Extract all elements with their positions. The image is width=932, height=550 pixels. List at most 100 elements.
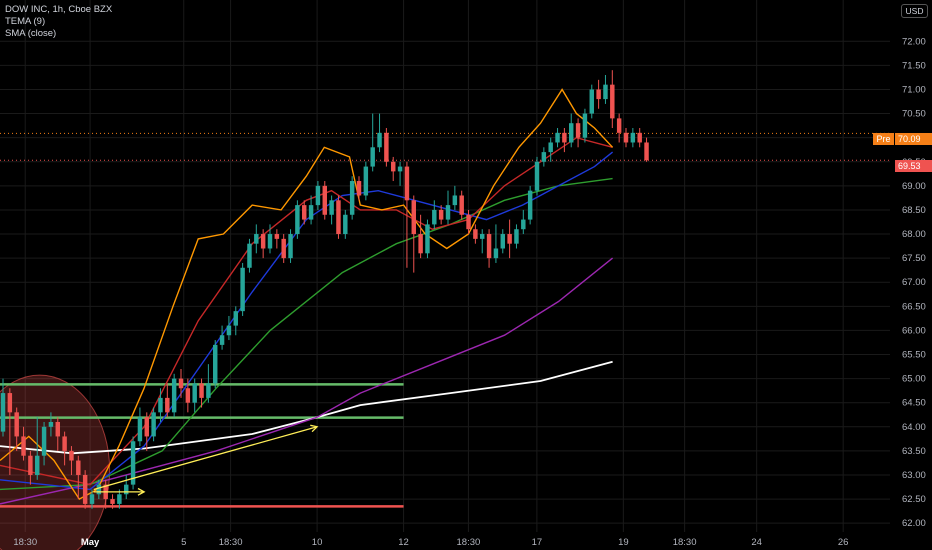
time-axis[interactable]: 18:30 May 5 18:30 10 12 18:30 17 19 18:30 24 26 bbox=[13, 537, 848, 548]
candle-body bbox=[336, 200, 341, 235]
candle bbox=[274, 229, 280, 249]
candle bbox=[363, 161, 369, 201]
candle bbox=[610, 70, 615, 129]
candle bbox=[96, 479, 102, 500]
x-tick-label: 17 bbox=[532, 537, 543, 548]
candle-body bbox=[329, 200, 334, 215]
currency-badge[interactable]: USD bbox=[901, 4, 928, 18]
candle bbox=[260, 229, 266, 259]
candle-body bbox=[541, 152, 547, 162]
candle-body bbox=[391, 161, 396, 172]
price-axis[interactable]: 62.00 62.50 63.00 63.50 64.00 64.50 65.00 65.50… bbox=[902, 36, 926, 529]
candle bbox=[582, 108, 588, 143]
candle-body bbox=[7, 393, 13, 413]
candle bbox=[356, 176, 362, 201]
trend-arrow bbox=[93, 424, 319, 491]
candle-body bbox=[370, 147, 375, 167]
candle bbox=[644, 137, 649, 162]
candle bbox=[452, 185, 458, 210]
candle bbox=[377, 113, 382, 153]
candle bbox=[575, 118, 581, 148]
candle bbox=[562, 128, 567, 153]
chart-legend: DOW INC, 1h, Cboe BZX TEMA (9) SMA (clos… bbox=[5, 4, 112, 40]
x-tick-label: 18:30 bbox=[673, 537, 697, 548]
x-tick-label: 12 bbox=[398, 537, 409, 548]
candle bbox=[55, 417, 60, 451]
candle bbox=[486, 229, 492, 268]
candle-body bbox=[521, 219, 526, 230]
candle bbox=[425, 219, 430, 259]
candle bbox=[0, 378, 6, 437]
candle-body bbox=[363, 166, 369, 196]
candle-body bbox=[397, 166, 403, 172]
candle bbox=[41, 421, 47, 466]
candle-body bbox=[404, 166, 410, 201]
symbol-title[interactable]: DOW INC, 1h, Cboe BZX bbox=[5, 4, 113, 15]
candle-body bbox=[69, 450, 74, 461]
indicator-sma-label[interactable]: SMA (close) bbox=[5, 28, 57, 39]
arrow-head bbox=[310, 424, 319, 433]
moving-averages bbox=[0, 88, 614, 505]
candle bbox=[165, 383, 170, 418]
candle bbox=[48, 412, 54, 437]
candle bbox=[370, 113, 375, 172]
candle-body bbox=[514, 229, 519, 244]
candle bbox=[555, 128, 560, 148]
candle-body bbox=[124, 484, 129, 495]
y-tick-label: 65.50 bbox=[902, 350, 926, 361]
x-tick-label: 5 bbox=[181, 537, 186, 548]
candle-body bbox=[438, 209, 444, 220]
candle-body bbox=[82, 474, 88, 504]
candle-body bbox=[96, 484, 102, 495]
candle bbox=[343, 209, 348, 239]
candle-body bbox=[267, 234, 273, 249]
x-tick-label: 19 bbox=[618, 537, 629, 548]
candle bbox=[240, 262, 245, 316]
candle bbox=[596, 79, 601, 109]
candle bbox=[630, 128, 636, 148]
candle bbox=[144, 412, 149, 451]
candle-body bbox=[21, 436, 26, 456]
candle-body bbox=[432, 209, 437, 225]
y-tick-label: 71.00 bbox=[902, 84, 926, 95]
candle bbox=[637, 128, 642, 148]
y-tick-label: 71.50 bbox=[902, 60, 926, 71]
candle-body bbox=[213, 344, 218, 384]
candle bbox=[178, 368, 184, 398]
candle bbox=[507, 219, 512, 259]
candle bbox=[185, 378, 191, 413]
y-tick-label: 69.00 bbox=[902, 181, 926, 192]
candle-body bbox=[281, 238, 286, 259]
candle-body bbox=[480, 234, 485, 239]
candle bbox=[117, 489, 122, 509]
ma-line-sma_red bbox=[0, 136, 613, 486]
indicator-tema-label[interactable]: TEMA (9) bbox=[5, 16, 46, 27]
candle bbox=[76, 455, 81, 500]
arrow-head bbox=[137, 487, 146, 496]
candle bbox=[219, 325, 225, 350]
candle-body bbox=[117, 494, 122, 504]
candle bbox=[438, 205, 444, 225]
ma-line-sma_blue bbox=[0, 151, 614, 491]
candle bbox=[62, 431, 67, 466]
candle-body bbox=[384, 132, 389, 162]
candle bbox=[192, 378, 197, 413]
candle bbox=[302, 200, 307, 225]
candle-body bbox=[623, 132, 629, 143]
candle bbox=[199, 378, 204, 408]
candle-body bbox=[534, 161, 540, 191]
candle bbox=[397, 161, 403, 186]
candle bbox=[288, 229, 293, 263]
x-tick-label: 18:30 bbox=[219, 537, 243, 548]
candle-body bbox=[459, 195, 464, 215]
candle bbox=[603, 75, 608, 104]
candle-body bbox=[89, 494, 95, 504]
candle-body bbox=[302, 205, 307, 220]
candle-body bbox=[226, 325, 232, 336]
y-tick-label: 62.50 bbox=[902, 494, 926, 505]
reference-lines bbox=[0, 132, 890, 161]
candle-body bbox=[260, 234, 266, 249]
candle bbox=[541, 147, 547, 167]
last-price-tag: 69.53 bbox=[895, 160, 932, 172]
